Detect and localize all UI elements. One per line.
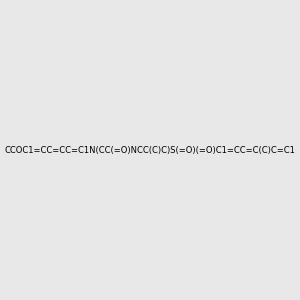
Text: CCOC1=CC=CC=C1N(CC(=O)NCC(C)C)S(=O)(=O)C1=CC=C(C)C=C1: CCOC1=CC=CC=C1N(CC(=O)NCC(C)C)S(=O)(=O)C… (4, 146, 296, 154)
